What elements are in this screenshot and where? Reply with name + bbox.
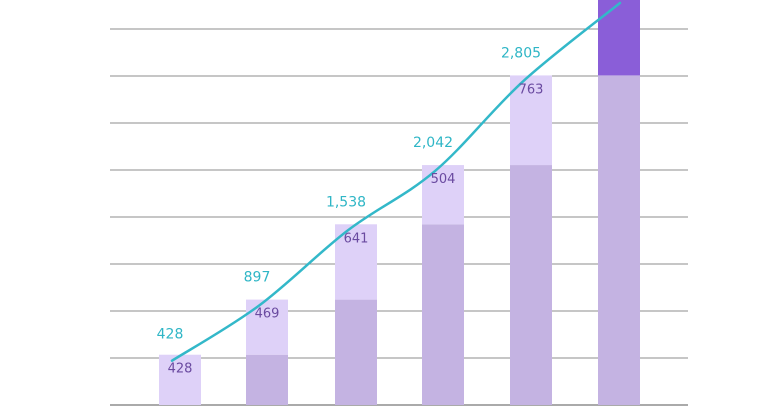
bars xyxy=(159,0,640,405)
bar-base-segment xyxy=(598,75,640,405)
cumulative-line-layer xyxy=(170,1,622,362)
cumulative-line xyxy=(170,1,622,362)
line-value-label: 897 xyxy=(244,270,271,286)
line-value-label: 2,805 xyxy=(501,45,541,61)
line-value-label: 428 xyxy=(157,327,184,343)
bar-increment-segment xyxy=(335,224,377,300)
bar-base-segment xyxy=(246,354,288,405)
bar-base-segment xyxy=(510,165,552,405)
line-value-label: 2,042 xyxy=(413,135,453,151)
bar-highlight-segment xyxy=(598,0,640,76)
line-value-label: 1,538 xyxy=(326,194,366,210)
grid-lines xyxy=(110,28,688,406)
bar-value-label: 641 xyxy=(344,231,369,246)
bar-base-segment xyxy=(335,299,377,405)
bar-increment-segment xyxy=(159,354,201,405)
bar-value-label: 428 xyxy=(168,362,193,377)
bar-value-label: 504 xyxy=(431,172,456,187)
bar-increment-segment xyxy=(510,75,552,166)
bar-base-segment xyxy=(422,224,464,405)
bar-value-label: 763 xyxy=(519,82,544,97)
bar-value-label: 469 xyxy=(255,307,280,322)
